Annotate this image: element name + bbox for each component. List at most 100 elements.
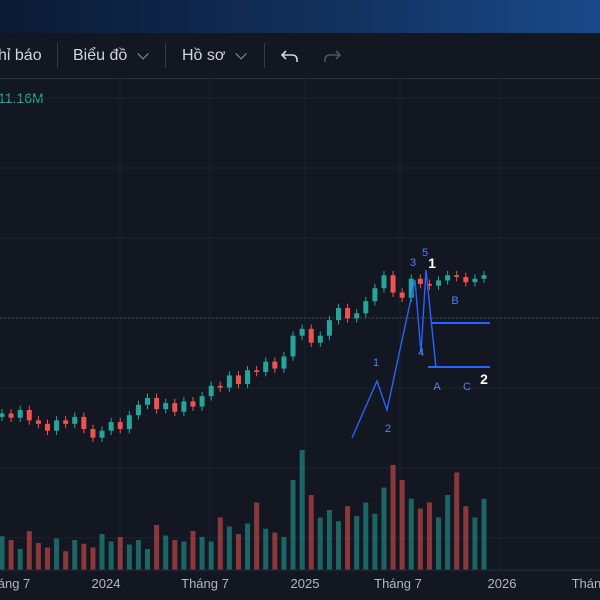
- candle: [181, 401, 187, 412]
- volume-bar: [481, 498, 487, 570]
- wave-label: A: [433, 381, 441, 393]
- candle: [172, 403, 178, 412]
- volume-bar: [0, 536, 5, 570]
- candle: [381, 275, 387, 289]
- volume-bar: [63, 551, 69, 570]
- candle: [226, 375, 232, 388]
- candle: [63, 420, 69, 424]
- chart-type-button[interactable]: Biểu đồ: [73, 33, 150, 78]
- volume-bar: [454, 472, 460, 570]
- candles: [0, 270, 487, 442]
- volume-bar: [445, 495, 451, 570]
- volume-bar: [408, 498, 414, 570]
- candle: [54, 420, 60, 431]
- candle: [345, 308, 351, 319]
- volume-bar: [426, 502, 432, 570]
- volume-bar: [163, 535, 169, 570]
- volume-bar: [281, 537, 287, 570]
- volume-bar: [254, 502, 260, 570]
- candle: [135, 404, 141, 416]
- volume-bar: [8, 540, 14, 570]
- candle: [108, 422, 114, 431]
- candle: [17, 410, 23, 418]
- volume-bar: [354, 516, 360, 570]
- volume-bar: [108, 541, 114, 570]
- profile-button[interactable]: Hồ sơ: [182, 33, 248, 78]
- volume-bar: [317, 517, 323, 570]
- candle: [126, 415, 132, 429]
- candle: [390, 275, 396, 293]
- candle: [299, 328, 305, 336]
- chart-type-label: Biểu đồ: [73, 46, 128, 64]
- volume-bar: [135, 540, 141, 570]
- toolbar-divider: [264, 43, 265, 68]
- candle: [72, 416, 78, 424]
- volume-bar: [172, 540, 178, 570]
- wave-label: 2: [480, 371, 488, 387]
- candle: [44, 423, 50, 431]
- x-tick-label: 2025: [291, 576, 320, 591]
- chevron-down-icon: [235, 47, 248, 60]
- candle: [90, 429, 96, 438]
- chevron-down-icon: [137, 47, 150, 60]
- candle: [445, 275, 451, 281]
- undo-button[interactable]: [276, 33, 304, 78]
- volume-bar: [226, 526, 232, 570]
- toolbar-divider: [57, 43, 58, 68]
- candle: [245, 370, 251, 385]
- candle: [26, 410, 32, 421]
- candle: [154, 397, 160, 410]
- volume-bar: [126, 544, 132, 570]
- indicators-label: hỉ báo: [0, 46, 42, 64]
- candle: [8, 413, 14, 418]
- volume-bar: [308, 495, 314, 570]
- volume-bar: [263, 528, 269, 570]
- x-tick-label: áng 7: [0, 576, 30, 591]
- candle: [217, 385, 223, 388]
- wave-label: 5: [422, 247, 428, 259]
- indicators-button[interactable]: hỉ báo: [0, 33, 42, 78]
- wave-label: B: [451, 295, 458, 307]
- toolbar-divider: [165, 43, 166, 68]
- candle: [472, 278, 478, 283]
- wave-label: 1: [373, 357, 379, 369]
- volume-bar: [245, 523, 251, 570]
- volume-bar: [272, 532, 278, 570]
- candle: [326, 320, 332, 336]
- candle: [481, 275, 487, 279]
- x-tick-label: Tháng 7: [181, 576, 229, 591]
- candle: [354, 313, 360, 319]
- profile-label: Hồ sơ: [182, 46, 226, 64]
- redo-button[interactable]: [318, 33, 346, 78]
- candle: [35, 420, 41, 424]
- volume-bar: [199, 537, 205, 570]
- candle: [254, 370, 260, 372]
- volume-bar: [17, 549, 23, 570]
- wave-path: [351, 269, 437, 439]
- volume-bar: [208, 541, 214, 570]
- volume-bar: [417, 508, 423, 570]
- candle: [436, 280, 442, 286]
- candle: [163, 403, 169, 410]
- window-title-bar: [0, 0, 600, 33]
- chart-toolbar: hỉ báo Biểu đồ Hồ sơ: [0, 33, 600, 79]
- candle: [99, 430, 105, 438]
- wave-label: 2: [385, 423, 391, 435]
- volume-bar: [26, 531, 32, 570]
- volume-bar: [44, 547, 50, 570]
- x-tick-label: Tháng 7: [374, 576, 422, 591]
- volume-bar: [372, 513, 378, 570]
- candle: [263, 361, 269, 372]
- volume-bar: [72, 540, 78, 570]
- candle: [317, 335, 323, 343]
- volume-bar: [463, 506, 469, 570]
- volume-bar: [472, 517, 478, 570]
- candle: [417, 278, 423, 284]
- volume-bar: [436, 517, 442, 570]
- volume-bar: [154, 525, 160, 570]
- volume-bar: [81, 543, 87, 570]
- volume-bar: [117, 537, 123, 570]
- candle: [399, 292, 405, 298]
